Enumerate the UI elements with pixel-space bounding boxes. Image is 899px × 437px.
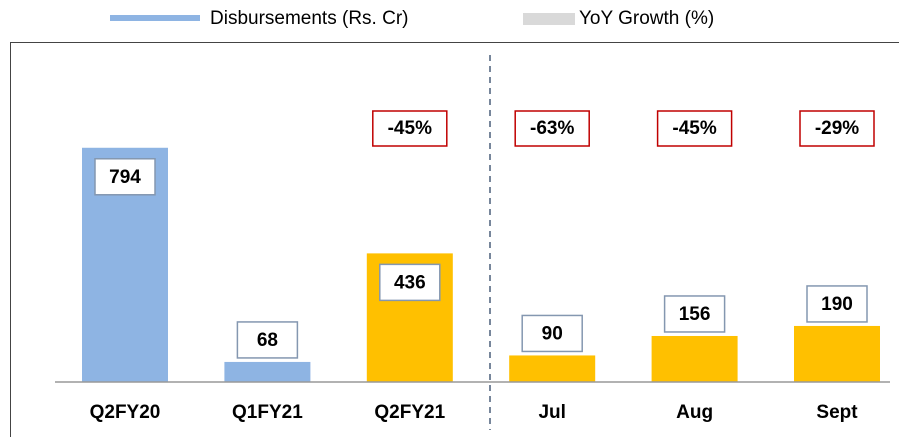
value-label: 190 bbox=[821, 294, 853, 315]
growth-label: -29% bbox=[815, 118, 859, 139]
x-tick-label: Q2FY21 bbox=[374, 402, 445, 423]
plot-frame bbox=[10, 42, 899, 437]
x-tick-label: Jul bbox=[538, 402, 565, 423]
bar bbox=[224, 361, 311, 382]
growth-label: -45% bbox=[388, 118, 432, 139]
value-label: 156 bbox=[679, 304, 711, 325]
value-label-box bbox=[806, 285, 868, 323]
value-label-box bbox=[94, 158, 156, 196]
x-tick-label: Q2FY20 bbox=[90, 402, 161, 423]
value-label-box bbox=[379, 263, 441, 302]
bar bbox=[651, 335, 738, 382]
growth-box bbox=[799, 110, 875, 147]
value-label-box bbox=[236, 321, 299, 359]
x-tick-label: Q1FY21 bbox=[232, 402, 303, 423]
value-label: 68 bbox=[257, 330, 278, 351]
x-tick-label: Aug bbox=[676, 402, 713, 423]
growth-box bbox=[372, 110, 448, 147]
legend-label: YoY Growth (%) bbox=[579, 8, 714, 29]
growth-box bbox=[656, 110, 733, 147]
legend-swatch bbox=[110, 15, 200, 21]
bar bbox=[509, 355, 596, 382]
x-tick-label: Sept bbox=[816, 402, 858, 423]
value-label-box bbox=[521, 314, 583, 353]
legend-swatch bbox=[523, 13, 575, 25]
value-label: 794 bbox=[109, 167, 141, 188]
value-label: 90 bbox=[542, 323, 563, 344]
growth-box bbox=[514, 110, 590, 147]
bar bbox=[794, 325, 880, 382]
legend-label: Disbursements (Rs. Cr) bbox=[210, 8, 408, 29]
value-label-box bbox=[663, 295, 726, 333]
growth-label: -63% bbox=[530, 118, 574, 139]
value-label: 436 bbox=[394, 272, 426, 293]
growth-label: -45% bbox=[672, 118, 716, 139]
